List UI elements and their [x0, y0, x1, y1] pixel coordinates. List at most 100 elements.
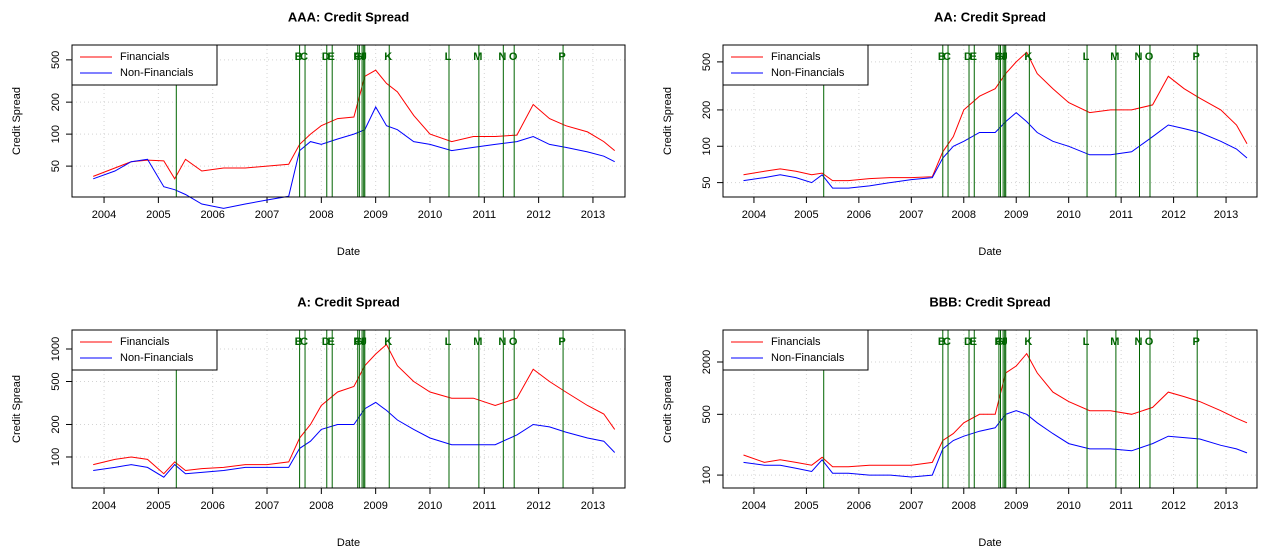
event-label: L [445, 51, 452, 63]
event-label: G [354, 336, 363, 348]
x-axis-label: Date [337, 537, 360, 547]
y-tick-label: 2000 [701, 350, 713, 374]
event-label: P [1193, 51, 1200, 63]
series-line [743, 111, 1248, 189]
legend-label: Financials [771, 51, 821, 63]
y-axis-label: Credit Spread [662, 375, 674, 443]
event-label: B [295, 51, 303, 63]
event-label: C [943, 336, 951, 348]
event-label: M [1110, 336, 1119, 348]
event-label: O [1145, 336, 1154, 348]
event-label: H [998, 51, 1006, 63]
x-tick-label: 2005 [146, 500, 170, 512]
event-label: P [1193, 336, 1200, 348]
y-tick-label: 500 [50, 372, 62, 390]
event-label: B [938, 51, 946, 63]
x-tick-label: 2011 [1109, 209, 1133, 221]
x-tick-label: 2004 [742, 209, 766, 221]
x-tick-label: 2013 [581, 500, 605, 512]
x-tick-label: 2008 [309, 500, 333, 512]
event-label: D [322, 51, 330, 63]
event-label: P [558, 336, 565, 348]
y-tick-label: 500 [701, 53, 713, 71]
event-label: I [361, 336, 364, 348]
event-label: G [995, 51, 1004, 63]
event-label: H [357, 51, 365, 63]
x-tick-label: 2004 [92, 500, 116, 512]
legend: Financials Non-Financials [71, 44, 218, 86]
x-tick-label: 2012 [1161, 500, 1185, 512]
chart-title: A: Credit Spread [297, 294, 400, 309]
chart-title: BBB: Credit Spread [929, 294, 1050, 309]
event-label: E [328, 51, 335, 63]
event-label: K [1024, 51, 1032, 63]
x-tick-label: 2012 [526, 209, 550, 221]
event-label: L [1083, 51, 1090, 63]
event-label: I [1002, 51, 1005, 63]
chart-title: AAA: Credit Spread [288, 9, 409, 24]
legend-label: Non-Financials [771, 352, 845, 364]
y-tick-label: 100 [50, 448, 62, 466]
event-label: J [361, 51, 367, 63]
x-tick-label: 2009 [1004, 209, 1028, 221]
y-tick-label: 100 [701, 137, 713, 155]
event-label: K [384, 51, 392, 63]
x-tick-label: 2012 [1161, 209, 1185, 221]
legend-box [71, 44, 218, 86]
x-tick-label: 2006 [847, 209, 871, 221]
y-tick-label: 50 [701, 176, 713, 188]
series-line [93, 105, 615, 209]
legend-label: Financials [771, 336, 821, 348]
event-label: K [1024, 336, 1032, 348]
legend: Financials Non-Financials [722, 329, 869, 371]
legend: Financials Non-Financials [71, 329, 218, 371]
event-label: M [1110, 51, 1119, 63]
event-label: H [357, 336, 365, 348]
x-tick-label: 2006 [200, 209, 224, 221]
x-tick-label: 2010 [418, 209, 442, 221]
x-tick-label: 2013 [1214, 500, 1238, 512]
x-axis-label: Date [978, 537, 1001, 547]
chart-title: AA: Credit Spread [934, 9, 1046, 24]
event-label: D [964, 51, 972, 63]
x-axis-label: Date [978, 246, 1001, 258]
x-tick-label: 2009 [1004, 500, 1028, 512]
x-tick-label: 2013 [581, 209, 605, 221]
event-label: C [300, 51, 308, 63]
event-label: O [509, 336, 518, 348]
y-axis-label: Credit Spread [11, 375, 23, 443]
event-label: D [964, 336, 972, 348]
event-label: N [498, 51, 506, 63]
y-tick-label: 500 [701, 405, 713, 423]
event-label: M [473, 51, 482, 63]
series-line [743, 352, 1248, 468]
series-line [93, 401, 616, 478]
y-tick-label: 100 [701, 466, 713, 484]
x-tick-label: 2009 [363, 500, 387, 512]
event-label: C [943, 51, 951, 63]
x-tick-label: 2005 [146, 209, 170, 221]
series-line [743, 51, 1248, 182]
plot-frame [722, 44, 1258, 198]
x-tick-label: 2007 [255, 209, 279, 221]
event-label: L [1083, 336, 1090, 348]
y-tick-label: 200 [701, 101, 713, 119]
x-tick-label: 2006 [847, 500, 871, 512]
y-tick-label: 50 [50, 160, 62, 172]
event-label: E [328, 336, 335, 348]
plot-frame [71, 44, 626, 198]
event-label: K [384, 336, 392, 348]
x-tick-label: 2007 [899, 209, 923, 221]
event-label: M [473, 336, 482, 348]
series-line [93, 69, 616, 180]
y-tick-label: 500 [50, 51, 62, 69]
x-tick-label: 2008 [309, 209, 333, 221]
legend-box [722, 44, 869, 86]
y-tick-label: 200 [50, 93, 62, 111]
series-line [743, 410, 1248, 478]
x-axis-label: Date [337, 246, 360, 258]
event-label: O [509, 51, 518, 63]
event-label: C [300, 336, 308, 348]
event-label: F [353, 51, 360, 63]
